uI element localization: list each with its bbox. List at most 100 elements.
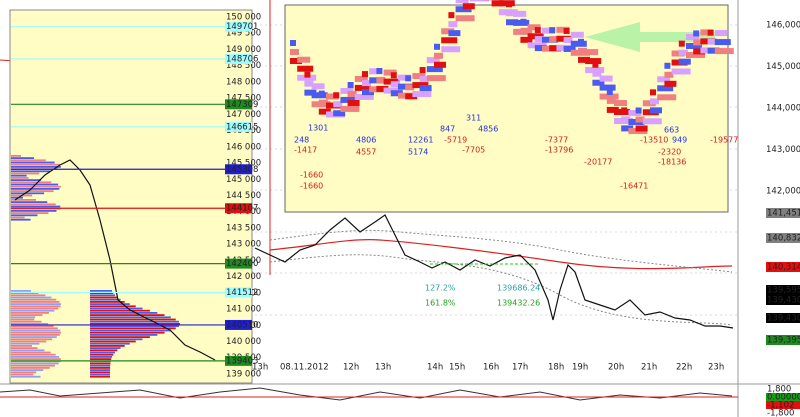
indicator-tag bbox=[766, 409, 800, 417]
scale-label: 143 000 bbox=[226, 240, 261, 250]
profile-bar bbox=[11, 327, 58, 330]
inset-bar bbox=[354, 84, 371, 91]
inset-bar bbox=[513, 10, 527, 17]
inset-bar bbox=[585, 67, 605, 74]
profile-bar bbox=[90, 290, 113, 292]
inset-bar bbox=[570, 31, 584, 38]
scale-label: 147 500 bbox=[226, 94, 261, 104]
scale-label: 142 000 bbox=[226, 272, 261, 282]
inset-bar bbox=[455, 0, 469, 4]
inset-bar bbox=[318, 99, 328, 106]
inset-label: -2320 bbox=[658, 148, 681, 157]
profile-bar bbox=[90, 314, 165, 316]
inset-bar bbox=[606, 88, 613, 95]
price-label: 146,000 bbox=[766, 21, 800, 31]
inset-bar bbox=[520, 27, 530, 34]
profile-bar bbox=[11, 172, 40, 175]
inset-bar bbox=[390, 81, 400, 88]
inset-bar bbox=[650, 98, 659, 105]
price-tag-label: 140,832 bbox=[767, 234, 800, 244]
scale-label: 148 500 bbox=[226, 61, 261, 71]
price-label: 142,000 bbox=[766, 187, 800, 197]
fib-label: 139686.24 bbox=[497, 284, 540, 293]
inset-bar bbox=[657, 85, 674, 92]
time-label: 16h bbox=[483, 363, 499, 373]
profile-bar bbox=[11, 192, 45, 195]
inset-bar bbox=[671, 50, 685, 57]
profile-bar bbox=[11, 358, 61, 360]
inset-bar bbox=[592, 70, 602, 77]
inset-bar bbox=[347, 90, 357, 97]
profile-bar bbox=[11, 290, 31, 292]
fib-label: 139432.26 bbox=[497, 299, 540, 308]
time-label: 22h bbox=[676, 363, 692, 373]
profile-bar bbox=[11, 364, 55, 367]
level-tag bbox=[225, 99, 252, 110]
scale-label: 141 000 bbox=[226, 305, 261, 315]
level-tag-label: 140510 bbox=[226, 320, 258, 330]
profile-bar bbox=[90, 340, 136, 343]
profile-bar bbox=[90, 327, 176, 330]
profile-bar bbox=[11, 349, 45, 352]
inset-bar bbox=[506, 10, 515, 17]
profile-bar bbox=[90, 318, 176, 321]
left-panel bbox=[9, 9, 253, 384]
inset-bar bbox=[405, 93, 418, 100]
inset-bar bbox=[678, 49, 688, 56]
profile-bar bbox=[11, 201, 48, 203]
inset-label: -7705 bbox=[462, 146, 485, 155]
level-tag-label: 149701 bbox=[226, 22, 258, 32]
time-label: 15h bbox=[449, 363, 465, 373]
profile-bar bbox=[90, 358, 112, 360]
inset-bar bbox=[376, 76, 386, 83]
time-label: 17h bbox=[512, 363, 528, 373]
indicator-label: 0.00000 bbox=[767, 393, 800, 403]
inset-bar bbox=[714, 39, 731, 46]
profile-bar bbox=[11, 196, 24, 199]
scale-label: 143 500 bbox=[226, 223, 261, 233]
inset-bar bbox=[707, 29, 714, 36]
profile-bar bbox=[11, 170, 50, 173]
profile-bar bbox=[90, 301, 125, 303]
inset-bar bbox=[606, 97, 616, 104]
inset-bar bbox=[347, 81, 354, 88]
inset-label: 248 bbox=[294, 136, 309, 145]
scale-label: 139 000 bbox=[226, 369, 261, 379]
price-tag-label: 139,430 bbox=[767, 296, 800, 306]
profile-bar bbox=[90, 345, 125, 347]
scale-label: 147 000 bbox=[226, 110, 261, 120]
inset-bar bbox=[707, 38, 717, 45]
profile-bar bbox=[11, 312, 49, 314]
inset-bar bbox=[578, 56, 590, 63]
inset-bar bbox=[412, 91, 432, 98]
level-tag bbox=[225, 355, 252, 366]
profile-bar bbox=[11, 294, 46, 297]
profile-bar bbox=[11, 185, 61, 188]
inset-bar bbox=[578, 47, 587, 54]
inset-bar bbox=[390, 90, 403, 97]
inset-bar bbox=[333, 110, 346, 117]
inset-bar bbox=[563, 36, 573, 43]
indicator-tag bbox=[766, 385, 800, 393]
inset-bar bbox=[707, 47, 720, 54]
inset-bar bbox=[621, 116, 631, 123]
inset-bar bbox=[678, 40, 685, 47]
inset-bar bbox=[563, 45, 576, 52]
inset-label: 1301 bbox=[308, 124, 328, 133]
inset-bar bbox=[592, 79, 605, 86]
inset-bar bbox=[426, 75, 446, 82]
left-bars bbox=[11, 155, 180, 378]
profile-bar bbox=[90, 342, 130, 345]
inset-label: -19577 bbox=[710, 136, 738, 145]
profile-bar bbox=[11, 174, 27, 177]
arrow bbox=[585, 22, 715, 52]
inset-bar bbox=[434, 43, 440, 50]
profile-bar bbox=[11, 305, 61, 308]
profile-bar bbox=[11, 369, 44, 371]
inset-bar bbox=[592, 61, 599, 68]
profile-bar bbox=[11, 181, 52, 184]
inset-bar bbox=[642, 118, 662, 125]
inset-bar bbox=[714, 30, 728, 37]
inset-label: -16471 bbox=[620, 182, 648, 191]
profile-bar bbox=[90, 296, 118, 299]
